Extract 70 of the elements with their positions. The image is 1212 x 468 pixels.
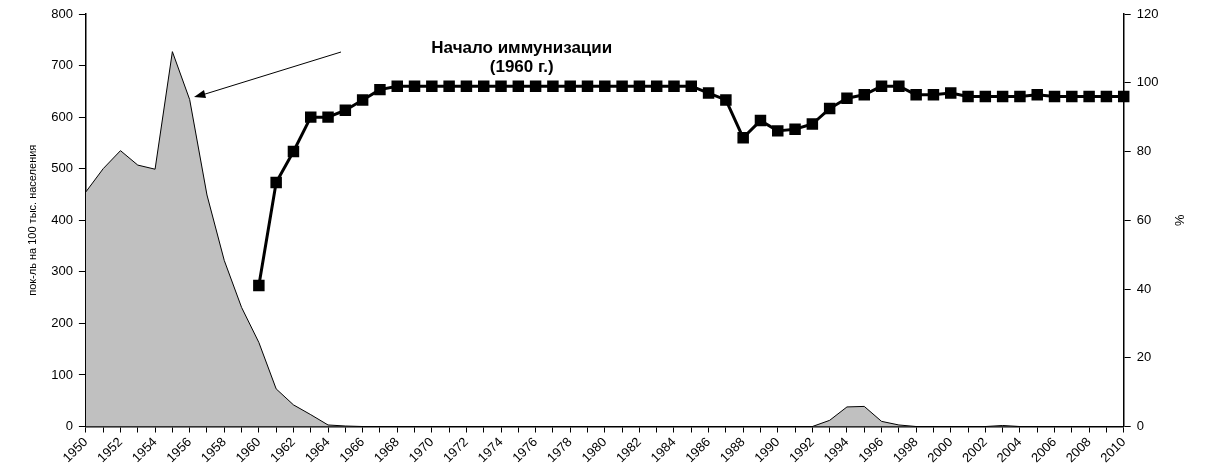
- y-tick-label: 600: [51, 108, 73, 124]
- point: [547, 80, 559, 92]
- point: [1117, 90, 1130, 103]
- point: [1083, 90, 1095, 103]
- y2-axis-title: %: [1171, 214, 1187, 227]
- point: [529, 80, 542, 92]
- point: [322, 111, 334, 123]
- point: [702, 87, 715, 99]
- annotation: Начало иммунизации (1960 г.): [431, 37, 613, 76]
- point: [962, 90, 974, 103]
- point: [1048, 90, 1061, 103]
- point: [287, 145, 300, 158]
- point: [616, 80, 628, 92]
- point: [927, 89, 940, 101]
- point: [581, 80, 594, 92]
- point: [945, 87, 957, 99]
- point: [858, 89, 870, 101]
- point: [339, 104, 352, 116]
- point: [305, 111, 317, 123]
- point: [512, 80, 525, 92]
- y-tick-label: 200: [51, 314, 73, 330]
- point: [356, 94, 369, 106]
- y-tick-label: 100: [51, 366, 73, 382]
- point: [408, 80, 421, 92]
- point: [685, 80, 698, 92]
- point: [650, 80, 663, 92]
- point: [772, 125, 784, 137]
- point: [841, 92, 853, 104]
- point: [477, 80, 490, 92]
- point: [668, 80, 680, 92]
- point: [460, 80, 473, 92]
- point: [599, 80, 611, 92]
- y-tick-label: 800: [51, 5, 73, 21]
- point: [1100, 90, 1113, 103]
- point: [1014, 90, 1026, 103]
- y2-tick-label: 40: [1136, 280, 1152, 296]
- point: [1031, 89, 1043, 101]
- point: [910, 89, 922, 101]
- point: [633, 80, 646, 92]
- y-tick-label: 300: [51, 263, 73, 279]
- y2-tick-label: 0: [1136, 418, 1144, 434]
- point: [270, 176, 282, 189]
- point: [754, 114, 767, 127]
- y-tick-label: 500: [51, 160, 73, 176]
- y-axis-title: пок-ль на 100 тыс. населения: [25, 144, 38, 296]
- point: [253, 279, 265, 292]
- point: [564, 80, 576, 92]
- y-tick-label: 400: [51, 211, 73, 227]
- point: [823, 102, 836, 115]
- point: [806, 118, 819, 130]
- y2-tick-label: 120: [1136, 5, 1159, 21]
- point: [789, 123, 801, 135]
- point: [1066, 90, 1078, 103]
- y-tick-label: 700: [51, 57, 73, 73]
- point: [443, 80, 455, 92]
- point: [996, 90, 1009, 103]
- point: [391, 80, 403, 92]
- y-tick-label: 0: [65, 418, 73, 434]
- point: [737, 132, 749, 144]
- point: [875, 80, 888, 92]
- point: [426, 80, 438, 92]
- point: [720, 94, 732, 106]
- point: [495, 80, 507, 92]
- point: [979, 90, 992, 103]
- y2-tick-label: 20: [1136, 349, 1152, 365]
- y2-tick-label: 100: [1136, 74, 1159, 90]
- point: [374, 83, 386, 96]
- y2-tick-label: 80: [1136, 143, 1152, 159]
- y2-tick-label: 60: [1136, 211, 1152, 227]
- point: [893, 80, 905, 92]
